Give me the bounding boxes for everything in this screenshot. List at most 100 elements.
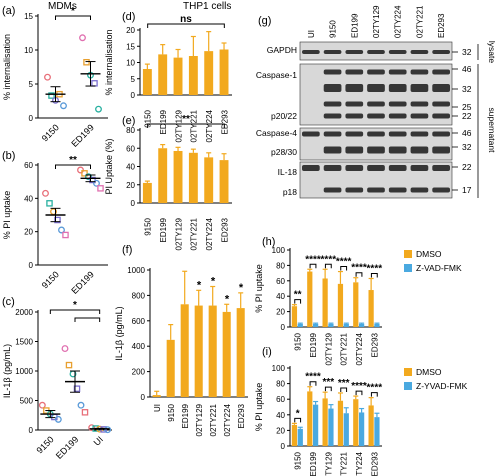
chart-i-bar [307,391,313,446]
chart-d-significance-label: ns [180,14,192,25]
chart-b-data-point [81,170,88,177]
chart-d-bar [204,51,214,95]
chart-f-x-tick-label: ED199 [181,403,190,428]
blot-band [323,131,342,137]
chart-i-significance-label: *** [322,377,334,388]
chart-b-significance-bracket [55,164,91,169]
panel-letter-f: (f) [122,244,132,256]
blot-band [367,69,385,75]
chart-c-y-tick-label: 500 [20,397,34,406]
panel-letter-g: (g) [258,15,271,27]
blot-band [345,187,364,193]
chart-h-x-tick-label: 02TY221 [340,332,349,365]
chart-h-x-tick-label: 02TY129 [324,332,333,365]
chart-b-data-point [93,179,100,187]
blot-mw-label: 46 [462,128,472,138]
chart-c-significance-bracket [74,317,101,322]
chart-h-y-tick-label: 0 [281,323,286,332]
panel-letter-i: (i) [262,346,272,358]
chart-a-x-tick-label: ED199 [69,122,96,149]
chart-h-bar [328,323,334,327]
chart-h: 0 20 40 60 80 100 % PI uptake 9150 ** ED199 **** 02… [254,246,462,365]
chart-a-y-tick-label: 5 [29,80,34,89]
blot-row-label: p28/30 [271,147,297,157]
chart-c-data-point [61,345,69,353]
panel-letter-b: (b) [2,150,15,162]
chart-c-x-tick-label: ED199 [54,434,81,461]
chart-h-y-axis-label: % PI uptake [254,264,264,313]
chart-i-significance-label: **** [305,372,321,383]
chart-a-x-tick-label: 9150 [40,122,61,143]
blot-lane-label: 02TY224 [394,5,403,38]
blot-band [302,50,320,54]
chart-f-y-tick-label: 400 [132,342,146,351]
blot-row-label: Caspase-4 [256,128,297,138]
blot-band [302,165,320,171]
chart-d-x-tick-label: 02TY129 [174,109,183,142]
blot-band [388,50,407,54]
blot-mw-label: 46 [462,64,472,74]
chart-i-bar [359,412,365,446]
chart-d-x-tick-label: 9150 [144,109,153,127]
blot-row-label: Caspase-1 [256,70,297,80]
blot-band [388,113,407,119]
chart-f-bar [166,339,175,397]
blot-row-label: IL-18 [278,167,298,177]
chart-a-y-tick-label: 0 [29,114,34,123]
chart-d-y-tick-label: 0 [131,91,136,100]
chart-i-bar [343,413,349,446]
chart-h-y-tick-label: 40 [276,292,285,301]
chart-e-bar [173,150,183,203]
chart-h-y-tick-label: 20 [276,308,285,317]
chart-h-significance-label: **** [305,254,321,265]
chart-a-significance-label: * [71,6,75,17]
blot-band [323,165,342,171]
blot-band [367,84,385,92]
chart-b-significance-label: ** [69,155,77,166]
blot-band [345,69,364,75]
chart-i-significance-label: **** [351,381,367,392]
blot-band [432,50,450,54]
chart-e-x-tick-label: 02TY129 [174,217,183,250]
chart-a-y-tick-label: 15 [24,12,33,21]
chart-c-significance-bracket [49,309,101,314]
chart-i-bar [368,405,374,446]
chart-a-y-tick-label: 10 [24,46,33,55]
chart-i-y-tick-label: 100 [272,364,286,373]
chart-b-data-point [42,189,49,197]
chart-f-x-tick-label: 02TY221 [209,403,218,436]
blot-band [432,165,450,171]
chart-h-bar [343,323,349,327]
panel-letter-e: (e) [122,115,135,127]
blot-band [345,146,364,154]
chart-i-significance-bracket [340,387,348,392]
chart-e-x-tick-label: 02TY224 [205,217,214,250]
blot-band [388,187,407,193]
blot-band [323,113,342,119]
blot-band [345,113,364,119]
chart-c-significance-label: * [73,300,77,311]
chart-h-x-tick-label: 9150 [294,332,303,350]
chart-h-bar [291,306,298,327]
chart-f-significance-label: * [239,282,244,294]
blot-band [388,101,407,107]
blot-band [432,131,450,137]
chart-h-bar [322,278,328,327]
chart-i-legend-swatch [404,382,412,390]
blot-band [432,69,450,75]
chart-i-bar [322,398,328,446]
chart-a-y-axis-label: % internalisation [2,34,12,100]
chart-e-bar [219,160,229,203]
chart-i-bar [337,400,344,446]
blot-lane-label: 02TY221 [415,5,424,38]
blot-band [410,165,429,171]
chart-c-x-tick-label: UI [92,434,105,447]
chart-i-significance-bracket [355,390,363,396]
chart-h-significance-bracket [309,263,317,269]
chart-h-significance-bracket [370,272,378,278]
chart-c-data-point [73,385,81,392]
chart-h-significance-bracket [340,266,348,271]
chart-a-data-point [95,105,102,113]
chart-i-bar [328,408,334,446]
chart-i-bar [313,404,319,446]
